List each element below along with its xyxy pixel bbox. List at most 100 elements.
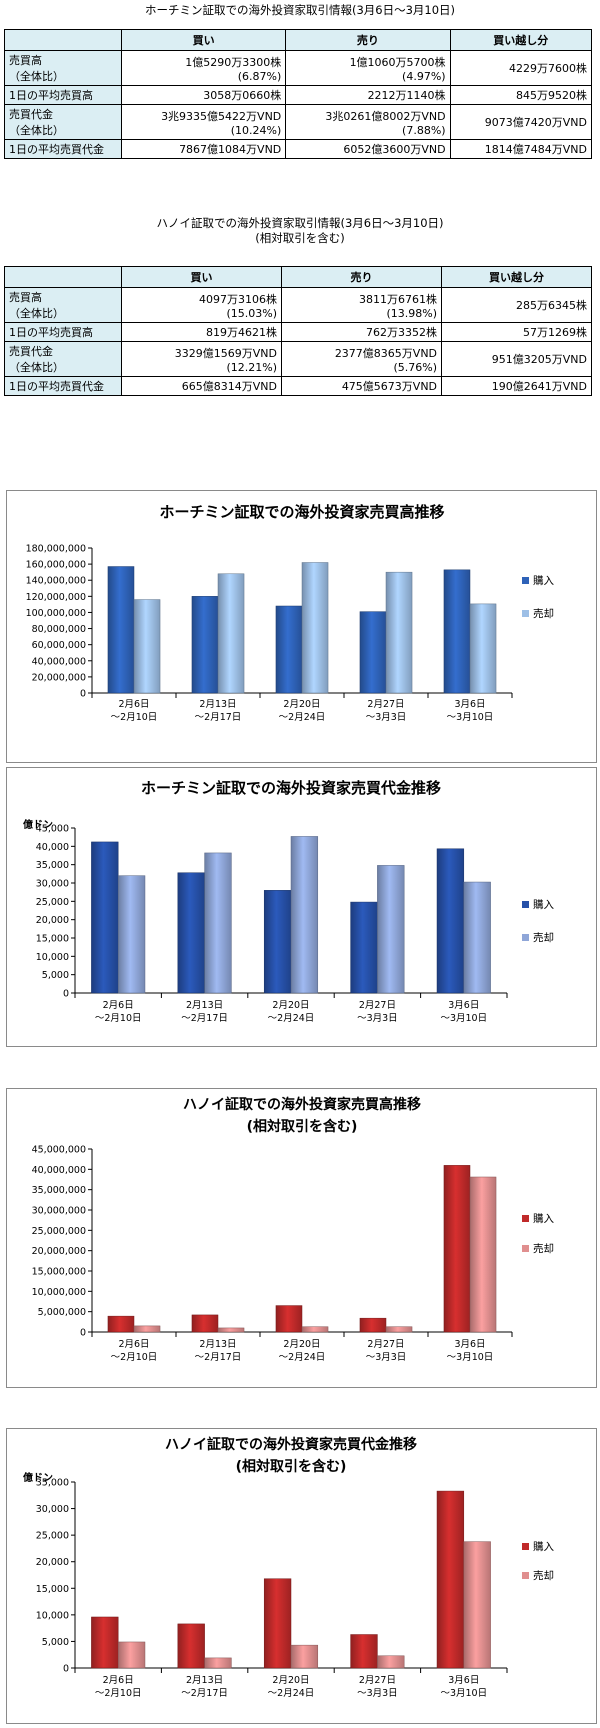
- cell-value-line: (4.97%): [402, 69, 446, 83]
- row-label: 売買高 （全体比）: [4, 50, 122, 86]
- y-tick-label: 10,000: [36, 952, 69, 963]
- bar-buy: [359, 1317, 387, 1333]
- cell-value-line: 3兆0261億8002万VND: [325, 109, 446, 123]
- bar-buy: [107, 566, 135, 694]
- bar-sell: [217, 1327, 245, 1333]
- y-axis-label: 億ドン: [23, 1471, 53, 1484]
- cell-buy: 3058万0660株: [120, 85, 287, 105]
- x-tick-label: ～2月24日: [268, 1013, 315, 1024]
- cell-net-buy: 57万1269株: [441, 322, 592, 342]
- y-tick-label: 60,000,000: [32, 640, 86, 651]
- x-tick-label: ～3月3日: [366, 712, 407, 723]
- chart-title: ハノイ証取での海外投資家売買高推移: [183, 1096, 421, 1113]
- table-row: 売買高 （全体比） 1億5290万3300株 (6.87%) 1億1060万5700株(…: [4, 50, 593, 86]
- bar-buy: [91, 841, 119, 994]
- x-tick-label: 2月27日: [359, 1675, 396, 1686]
- hnx-value-chart: ハノイ証取での海外投資家売買代金推移 (相対取引を含む) 億ドン 0 5,000 10,0…: [6, 1428, 597, 1724]
- x-tick-label: ～3月10日: [447, 1352, 494, 1363]
- cell-value-line: (5.76%): [393, 360, 438, 374]
- cell-value-line: 3811万6761株: [359, 292, 438, 306]
- y-tick-label: 15,000: [36, 934, 69, 945]
- hnx-volume-chart: ハノイ証取での海外投資家売買高推移 (相対取引を含む) 0 5,000,000 10,0…: [6, 1088, 597, 1388]
- header-net-buy: 買い越し分: [441, 266, 592, 288]
- x-tick-label: 2月6日: [118, 1339, 149, 1350]
- bar-buy: [107, 1315, 135, 1333]
- cell-value-line: 285万6345株: [516, 299, 587, 312]
- cell-buy: 3329億1569万VND (12.21%): [120, 341, 283, 377]
- y-tick-label: 25,000: [36, 897, 69, 908]
- row-label-line: 1日の平均売買高: [9, 326, 93, 339]
- cell-value-line: 2212万1140株: [367, 89, 446, 102]
- y-tick-label: 30,000: [36, 879, 69, 890]
- cell-value-line: 951億3205万VND: [491, 353, 587, 366]
- x-tick-label: 3月6日: [448, 1675, 479, 1686]
- bar-sell: [117, 875, 146, 994]
- y-tick-label: 15,000,000: [32, 1267, 86, 1278]
- row-label: 1日の平均売買代金: [4, 376, 122, 396]
- x-tick-label: ～2月24日: [268, 1688, 315, 1699]
- y-tick-label: 40,000,000: [32, 656, 86, 667]
- x-tick-label: ～2月24日: [279, 712, 326, 723]
- bar-buy: [436, 848, 465, 994]
- x-tick-label: 2月27日: [367, 699, 404, 710]
- chart-title: (相対取引を含む): [236, 1458, 347, 1475]
- x-tick-label: ～2月10日: [111, 712, 158, 723]
- y-tick-label: 80,000,000: [32, 624, 86, 635]
- y-tick-label: 35,000,000: [32, 1185, 86, 1196]
- cell-value-line: 3329億1569万VND: [174, 346, 278, 360]
- bar-buy: [350, 901, 378, 994]
- cell-buy: 7867億1084万VND: [120, 139, 287, 159]
- header-buy: 買い: [120, 266, 283, 288]
- row-label: 1日の平均売買代金: [4, 139, 122, 159]
- y-tick-label: 20,000: [36, 915, 69, 926]
- bar-sell: [301, 562, 329, 694]
- row-label-line: 1日の平均売買高: [9, 89, 93, 102]
- y-tick-label: 25,000,000: [32, 1226, 86, 1237]
- y-tick-label: 0: [80, 689, 86, 700]
- hcm-value-chart: ホーチミン証取での海外投資家売買代金推移 億ドン 0 5,000 10,000 15,00…: [6, 767, 597, 1047]
- cell-net-buy: 845万9520株: [449, 85, 593, 105]
- cell-value-line: 9073億7420万VND: [484, 116, 587, 129]
- y-tick-label: 180,000,000: [26, 544, 86, 555]
- legend-label: 購入: [533, 898, 554, 911]
- bar-buy: [191, 596, 219, 694]
- y-tick-label: 160,000,000: [26, 560, 86, 571]
- chart-title: ホーチミン証取での海外投資家売買高推移: [159, 503, 444, 521]
- legend-label: 購入: [533, 1212, 554, 1225]
- table-row: 売買代金 （全体比） 3兆9335億5422万VND (10.24%) 3兆0261億8…: [4, 104, 593, 140]
- x-tick-label: 2月27日: [367, 1339, 404, 1350]
- x-tick-label: 3月6日: [454, 1339, 485, 1350]
- bar-sell: [204, 1657, 232, 1669]
- cell-value-line: (6.87%): [237, 69, 282, 83]
- row-label: 売買代金 （全体比）: [4, 341, 122, 377]
- row-label-line: 1日の平均売買代金: [9, 380, 104, 393]
- legend-label: 購入: [533, 574, 554, 587]
- cell-sell: 762万3352株: [281, 322, 443, 342]
- cell-sell: 475億5673万VND: [281, 376, 443, 396]
- y-tick-label: 15,000: [36, 1584, 69, 1595]
- table-row: 1日の平均売買高 3058万0660株 2212万1140株 845万9520株: [4, 85, 593, 105]
- legend-swatch: [522, 610, 529, 617]
- legend-swatch: [522, 901, 529, 908]
- legend-swatch: [522, 577, 529, 584]
- row-label-line: （全体比）: [9, 307, 64, 320]
- legend-label: 売却: [533, 1569, 554, 1582]
- legend-swatch: [522, 934, 529, 941]
- bar-buy: [275, 605, 303, 694]
- legend-swatch: [522, 1215, 529, 1222]
- y-axis-label: 億ドン: [23, 818, 53, 831]
- x-tick-label: 2月13日: [186, 1000, 223, 1011]
- bar-sell: [133, 1325, 161, 1333]
- cell-value-line: 819万4621株: [206, 326, 278, 339]
- legend-label: 購入: [533, 1540, 554, 1553]
- cell-value-line: (15.03%): [226, 306, 278, 320]
- hcm-table-title: ホーチミン証取での海外投資家取引情報(3月6日～3月10日): [144, 3, 456, 17]
- cell-sell: 2377億8365万VND (5.76%): [281, 341, 443, 377]
- y-tick-label: 20,000,000: [32, 672, 86, 683]
- row-label-line: 売買高: [9, 54, 42, 67]
- y-tick-label: 0: [80, 1328, 86, 1339]
- bar-buy: [350, 1634, 378, 1669]
- cell-value-line: 3兆9335億5422万VND: [161, 109, 282, 123]
- cell-net-buy: 4229万7600株: [449, 50, 593, 86]
- x-tick-label: ～3月10日: [447, 712, 494, 723]
